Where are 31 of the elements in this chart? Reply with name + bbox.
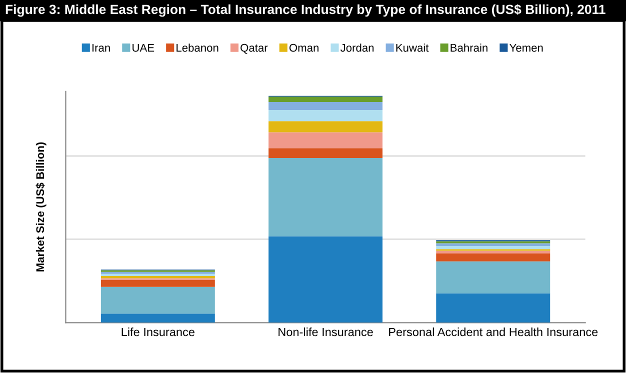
bar [436, 243, 550, 246]
bar [268, 102, 383, 110]
legend-label: Bahrain [450, 44, 488, 52]
legend-label: Kuwait [396, 44, 429, 52]
bar [268, 236, 383, 323]
x-tick-label: Personal Accident and Health Insurance [389, 328, 598, 336]
chart-title: Figure 3: Middle East Region – Total Insurance Industry by Type of Insurance (US$ Billion), 2011 [6, 4, 606, 17]
legend-label: Lebanon [176, 44, 218, 52]
bar [268, 132, 383, 148]
legend-label: Oman [289, 44, 318, 52]
y-axis-title: Market Size (US$ Billion) [36, 142, 46, 272]
bar [436, 250, 550, 254]
legend-label: Iran [92, 44, 110, 52]
x-tick-label: Non-life Insurance [278, 328, 373, 336]
legend-label: Yemen [509, 44, 543, 52]
legend-label: Jordan [340, 44, 374, 52]
bar [268, 148, 383, 158]
legend-label: Qatar [240, 44, 268, 54]
bar [436, 261, 550, 294]
bar [268, 121, 383, 132]
legend-label: UAE [132, 44, 154, 52]
bar [100, 314, 215, 323]
bar [436, 246, 550, 250]
bar [100, 280, 215, 287]
x-tick-label: Life Insurance [122, 328, 194, 336]
bar [436, 293, 550, 323]
bar [100, 286, 215, 314]
bar [268, 158, 383, 236]
bar [268, 96, 383, 102]
bar [436, 253, 550, 262]
bar [268, 110, 383, 122]
